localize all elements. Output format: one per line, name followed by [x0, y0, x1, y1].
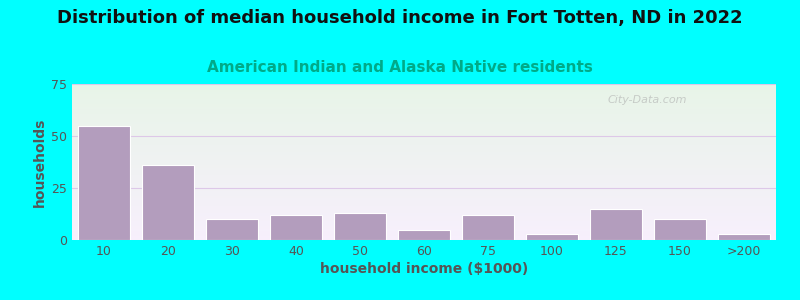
Bar [142, 165, 194, 240]
Text: American Indian and Alaska Native residents: American Indian and Alaska Native reside… [207, 60, 593, 75]
Bar [398, 230, 450, 240]
Bar [590, 209, 642, 240]
Bar [526, 234, 578, 240]
Bar [718, 234, 770, 240]
Bar [334, 213, 386, 240]
Text: City-Data.com: City-Data.com [607, 95, 686, 105]
Bar [270, 215, 322, 240]
Bar [654, 219, 706, 240]
Y-axis label: households: households [33, 117, 47, 207]
Bar [206, 219, 258, 240]
Text: Distribution of median household income in Fort Totten, ND in 2022: Distribution of median household income … [57, 9, 743, 27]
Bar [78, 126, 130, 240]
X-axis label: household income ($1000): household income ($1000) [320, 262, 528, 276]
Bar [462, 215, 514, 240]
